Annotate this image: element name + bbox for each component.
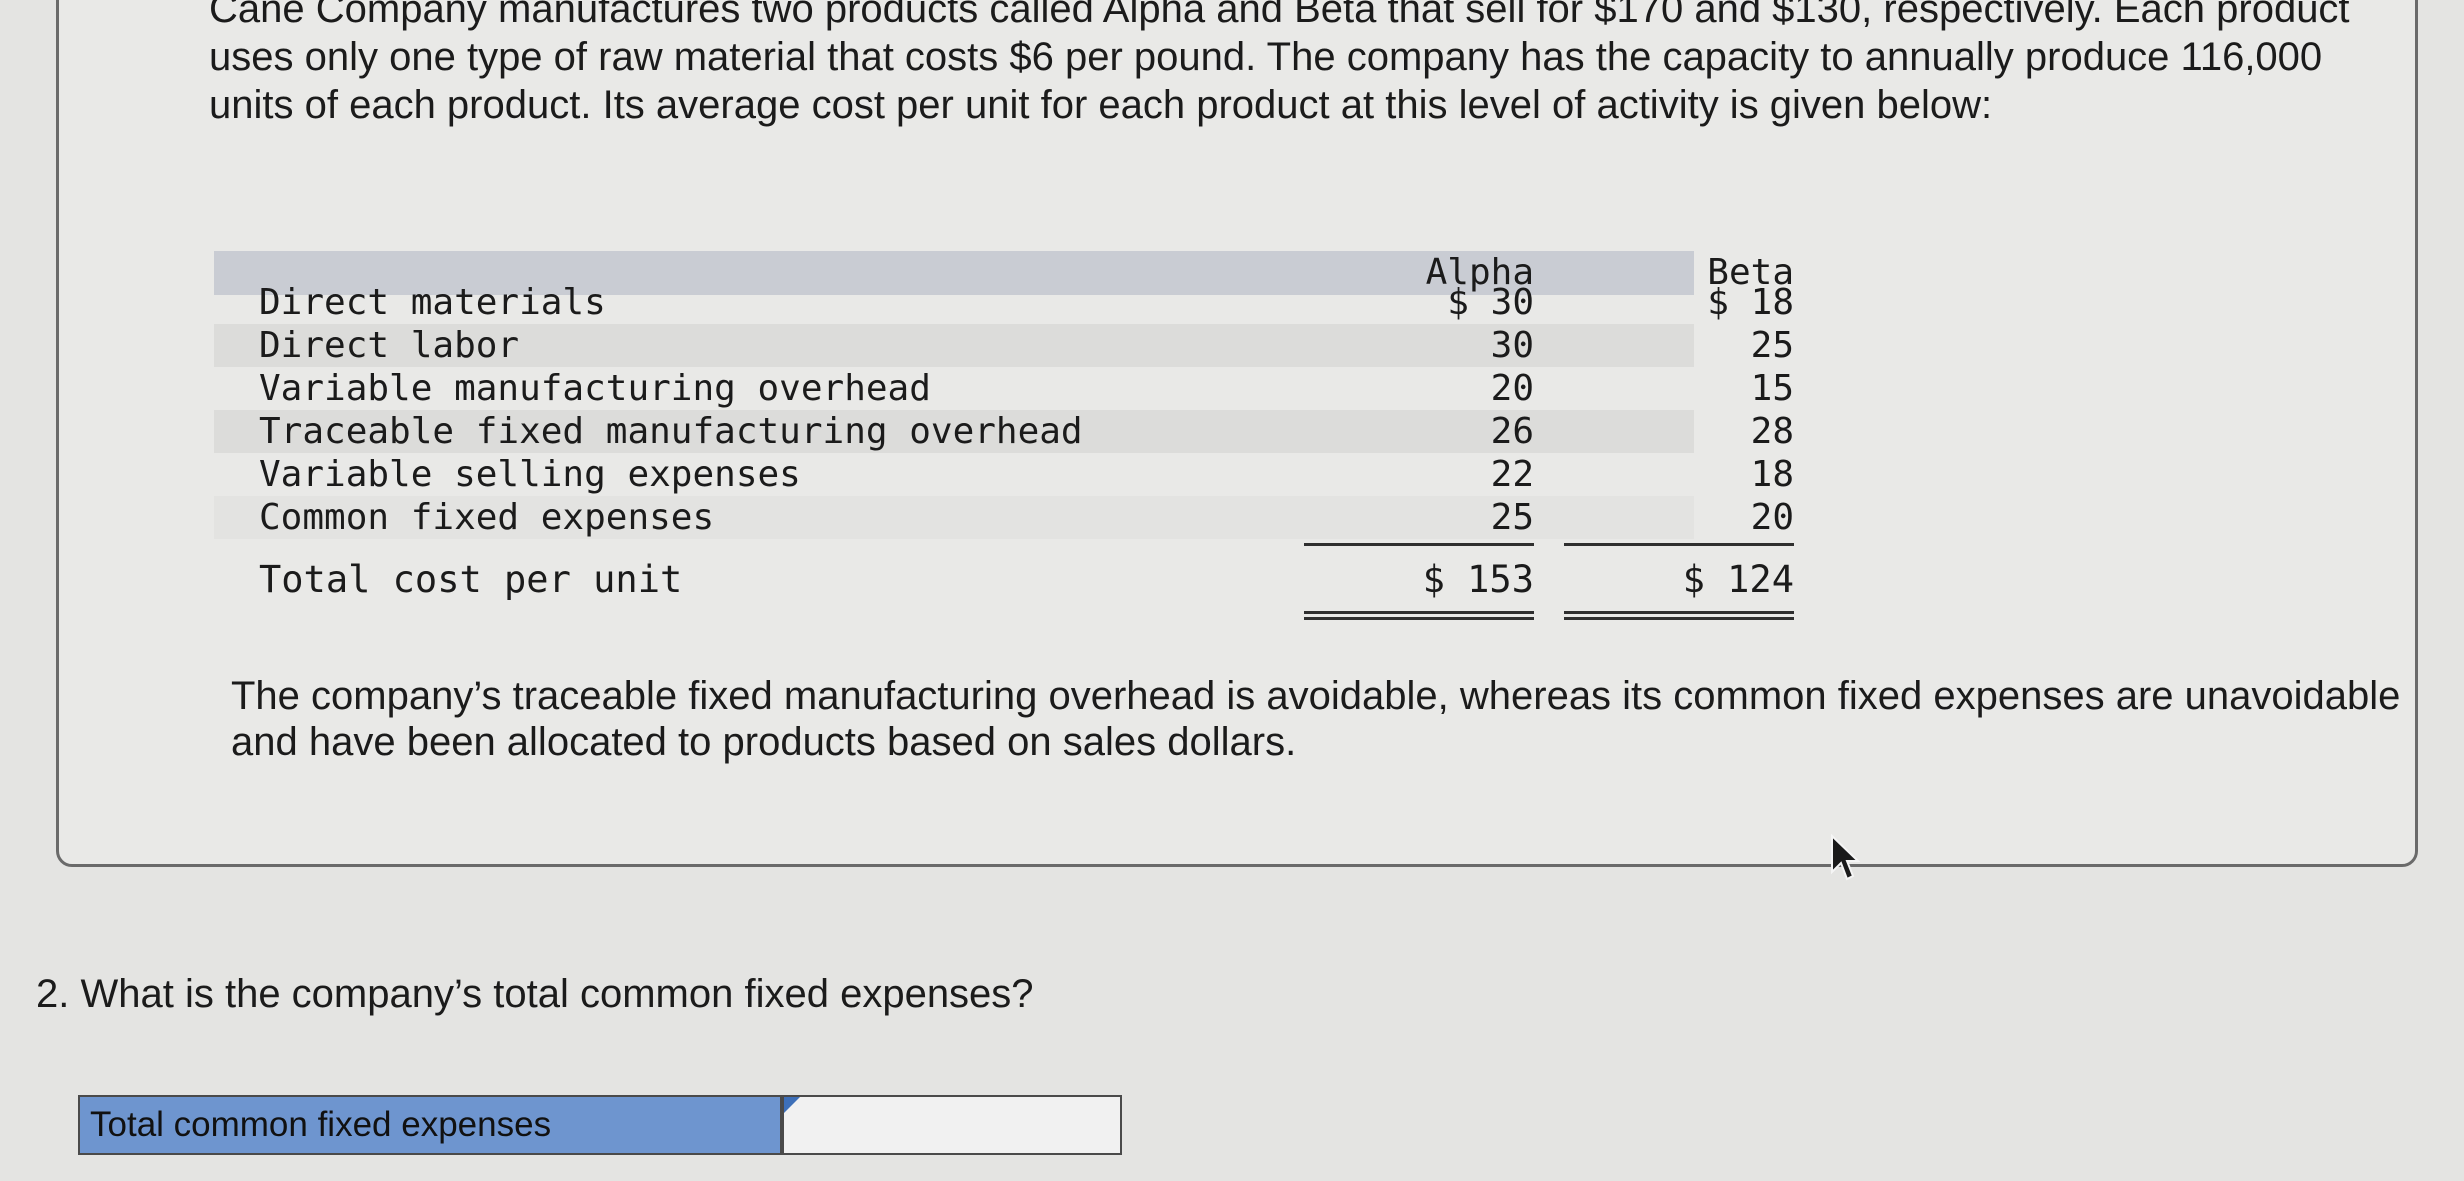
total-double-rule-alpha-top [1304,611,1534,614]
answer-marker-icon [784,1097,800,1113]
table-row: Variable manufacturing overhead 20 15 [214,367,1794,410]
total-common-fixed-expenses-input[interactable] [782,1095,1122,1155]
table-row: Common fixed expenses 25 20 [214,496,1794,539]
table-row: Traceable fixed manufacturing overhead 2… [214,410,1794,453]
question-text: What is the company’s total common fixed… [80,972,1034,1016]
cost-per-unit-table: Alpha Beta Direct materials $ 30 $ 18 Di… [214,251,1794,621]
question-number: 2. [36,972,70,1016]
alpha-value: 22 [1490,454,1534,495]
beta-value: 25 [1750,325,1794,366]
beta-value: 18 [1750,454,1794,495]
row-label: Traceable fixed manufacturing overhead [259,411,1083,452]
mouse-cursor-icon [1831,834,1860,881]
total-double-rule-beta-bottom [1564,617,1794,620]
column-header-beta: Beta [1707,252,1794,293]
total-label: Total cost per unit [259,558,683,601]
problem-intro-text: Cane Company manufactures two products c… [209,0,2350,127]
total-double-rule-beta-top [1564,611,1794,614]
beta-total: $ 124 [1682,558,1794,601]
table-row: Direct materials $ 30 $ 18 [214,281,1794,324]
beta-value: 15 [1750,368,1794,409]
problem-card: Cane Company manufactures two products c… [56,0,2418,867]
alpha-total: $ 153 [1422,558,1534,601]
table-header-band [214,251,1694,295]
row-label: Direct materials [259,282,606,323]
alpha-value: 30 [1490,325,1534,366]
beta-value: 20 [1750,497,1794,538]
row-label: Common fixed expenses [259,497,715,538]
column-header-alpha: Alpha [1425,252,1534,293]
alpha-value: 25 [1490,497,1534,538]
beta-value: $ 18 [1707,282,1794,323]
row-label: Variable manufacturing overhead [259,368,931,409]
answer-label: Total common fixed expenses [78,1095,782,1155]
row-label: Variable selling expenses [259,454,801,495]
beta-value: 28 [1750,411,1794,452]
total-double-rule-alpha-bottom [1304,617,1534,620]
alpha-value: 20 [1490,368,1534,409]
subtotal-rule-alpha [1304,543,1534,546]
table-row: Direct labor 30 25 [214,324,1794,367]
alpha-value: 26 [1490,411,1534,452]
subtotal-rule-beta [1564,543,1794,546]
alpha-value: $ 30 [1447,282,1534,323]
row-label: Direct labor [259,325,520,366]
total-row: Total cost per unit $ 153 $ 124 [214,555,1794,605]
question-prompt: 2. What is the company’s total common fi… [36,970,1034,1018]
table-row: Variable selling expenses 22 18 [214,453,1794,496]
problem-note-text: The company’s traceable fixed manufactur… [231,674,2401,764]
